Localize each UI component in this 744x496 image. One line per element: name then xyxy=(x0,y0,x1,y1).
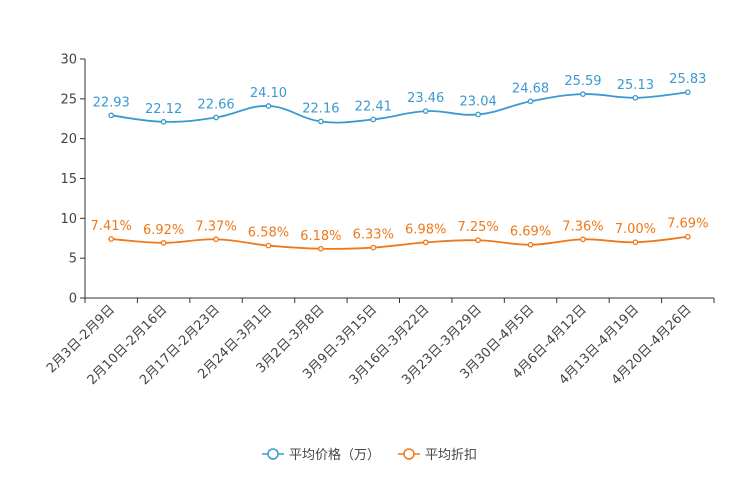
series-1-data-label: 22.12 xyxy=(145,102,182,117)
series-2-point xyxy=(108,236,115,242)
series-2-point xyxy=(632,239,639,246)
series-2-data-label: 6.18% xyxy=(300,229,341,244)
y-tick-label: 25 xyxy=(60,92,77,107)
legend-label-2: 平均折扣 xyxy=(425,448,477,463)
series-1-point xyxy=(475,111,481,118)
series-2-data-label: 6.98% xyxy=(405,222,446,237)
series-2-point xyxy=(422,239,429,246)
series-1-data-label: 22.66 xyxy=(197,97,234,112)
y-tick-label: 5 xyxy=(69,252,77,267)
series-2-data-label: 6.69% xyxy=(510,225,551,240)
series-1-point xyxy=(370,116,377,123)
series-1-point xyxy=(632,94,639,101)
series-2-data-label: 7.00% xyxy=(615,222,656,237)
series-1-point xyxy=(318,118,324,125)
series-1-data-label: 24.68 xyxy=(512,81,549,96)
series-2-point xyxy=(475,237,481,244)
series-2-data-label: 7.41% xyxy=(91,219,132,234)
series-2-data-label: 7.25% xyxy=(457,220,498,235)
y-tick-label: 0 xyxy=(69,292,77,307)
series-1-point xyxy=(160,118,167,125)
series-2-point xyxy=(318,245,324,252)
series-1-data-label: 22.41 xyxy=(355,99,392,114)
series-2-data-label: 6.33% xyxy=(353,228,394,243)
series-1-point xyxy=(422,108,429,114)
y-tick-label: 10 xyxy=(60,212,77,227)
series-1-point xyxy=(265,103,272,109)
y-tick-label: 15 xyxy=(60,172,77,187)
series-2-data-label: 7.37% xyxy=(195,219,236,234)
series-2-point xyxy=(527,241,534,248)
series-2-data-label: 6.92% xyxy=(143,223,184,238)
series-2-point xyxy=(160,240,167,246)
series-1-data-label: 22.93 xyxy=(93,95,130,110)
series-line-2 xyxy=(111,235,688,250)
series-1-data-label: 23.46 xyxy=(407,91,444,106)
legend-label-1: 平均价格（万） xyxy=(289,447,380,463)
series-2-data-label: 7.69% xyxy=(667,217,708,232)
legend-marker-1 xyxy=(267,448,279,460)
series-1-data-label: 25.83 xyxy=(669,72,706,87)
series-1-point xyxy=(108,112,115,119)
series-1-point xyxy=(213,114,219,121)
series-1-data-label: 22.16 xyxy=(302,101,339,116)
series-2-point xyxy=(684,233,691,240)
series-1-point xyxy=(684,89,691,96)
series-2-point xyxy=(370,244,377,251)
y-tick-label: 20 xyxy=(60,132,77,147)
series-2-data-label: 7.36% xyxy=(562,219,603,234)
series-1-point xyxy=(580,91,586,97)
series-2-point xyxy=(580,236,586,243)
series-2-data-label: 6.58% xyxy=(248,226,289,241)
series-1-data-label: 25.13 xyxy=(617,78,654,93)
legend-marker-2 xyxy=(403,448,415,460)
series-line-1 xyxy=(111,91,688,124)
series-1-data-label: 23.04 xyxy=(460,94,497,109)
series-1-data-label: 25.59 xyxy=(564,74,601,89)
y-tick-label: 30 xyxy=(60,53,77,68)
series-1-data-label: 24.10 xyxy=(250,86,287,101)
series-1-point xyxy=(527,98,534,105)
series-2-point xyxy=(265,242,272,249)
series-2-point xyxy=(213,236,219,243)
